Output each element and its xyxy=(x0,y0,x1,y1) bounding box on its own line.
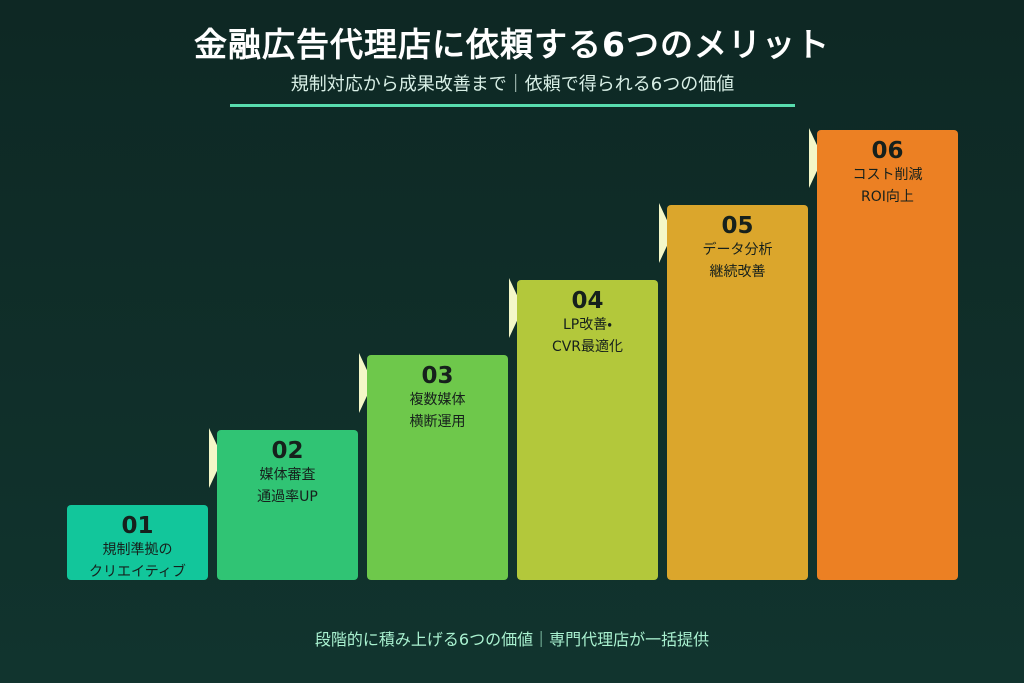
step-text: ROI向上 xyxy=(861,189,914,205)
step-text: 横断運用 xyxy=(409,414,466,430)
step-number: 02 xyxy=(271,438,304,464)
step-text: クリエイティブ xyxy=(89,564,186,580)
step-text: コスト削減 xyxy=(852,167,923,183)
step-text: 継続改善 xyxy=(709,264,766,280)
step-text: 通過率UP xyxy=(257,489,318,505)
step-number: 03 xyxy=(421,363,454,389)
step-text: 複数媒体 xyxy=(409,392,466,408)
step: 03 複数媒体横断運用 xyxy=(367,355,508,580)
subtitle: 規制対応から成果改善まで｜依頼で得られる6つの価値 xyxy=(230,70,795,107)
step-text: 媒体審査 xyxy=(259,467,316,483)
step-text: データ分析 xyxy=(702,242,773,258)
step-number: 01 xyxy=(121,513,154,539)
step-text: LP改善・ xyxy=(562,317,612,333)
title: 金融広告代理店に依頼する6つのメリット xyxy=(194,25,830,64)
step-text: 規制準拠の xyxy=(102,542,173,558)
step-number: 04 xyxy=(571,288,604,314)
step: 04 LP改善・ CVR最適化 xyxy=(517,280,658,580)
step-text: CVR最適化 xyxy=(551,339,624,355)
step: 02 媒体審査通過率UP xyxy=(217,430,358,580)
step-number: 06 xyxy=(871,138,904,164)
step: 06 コスト削減 ROI向上 xyxy=(817,130,958,580)
step: 05 データ分析継続改善 xyxy=(667,205,808,580)
footer: 段階的に積み上げる6つの価値｜専門代理店が一括提供 xyxy=(314,630,710,649)
step: 01 規制準拠のクリエイティブ xyxy=(67,505,208,580)
step-number: 05 xyxy=(721,213,754,239)
